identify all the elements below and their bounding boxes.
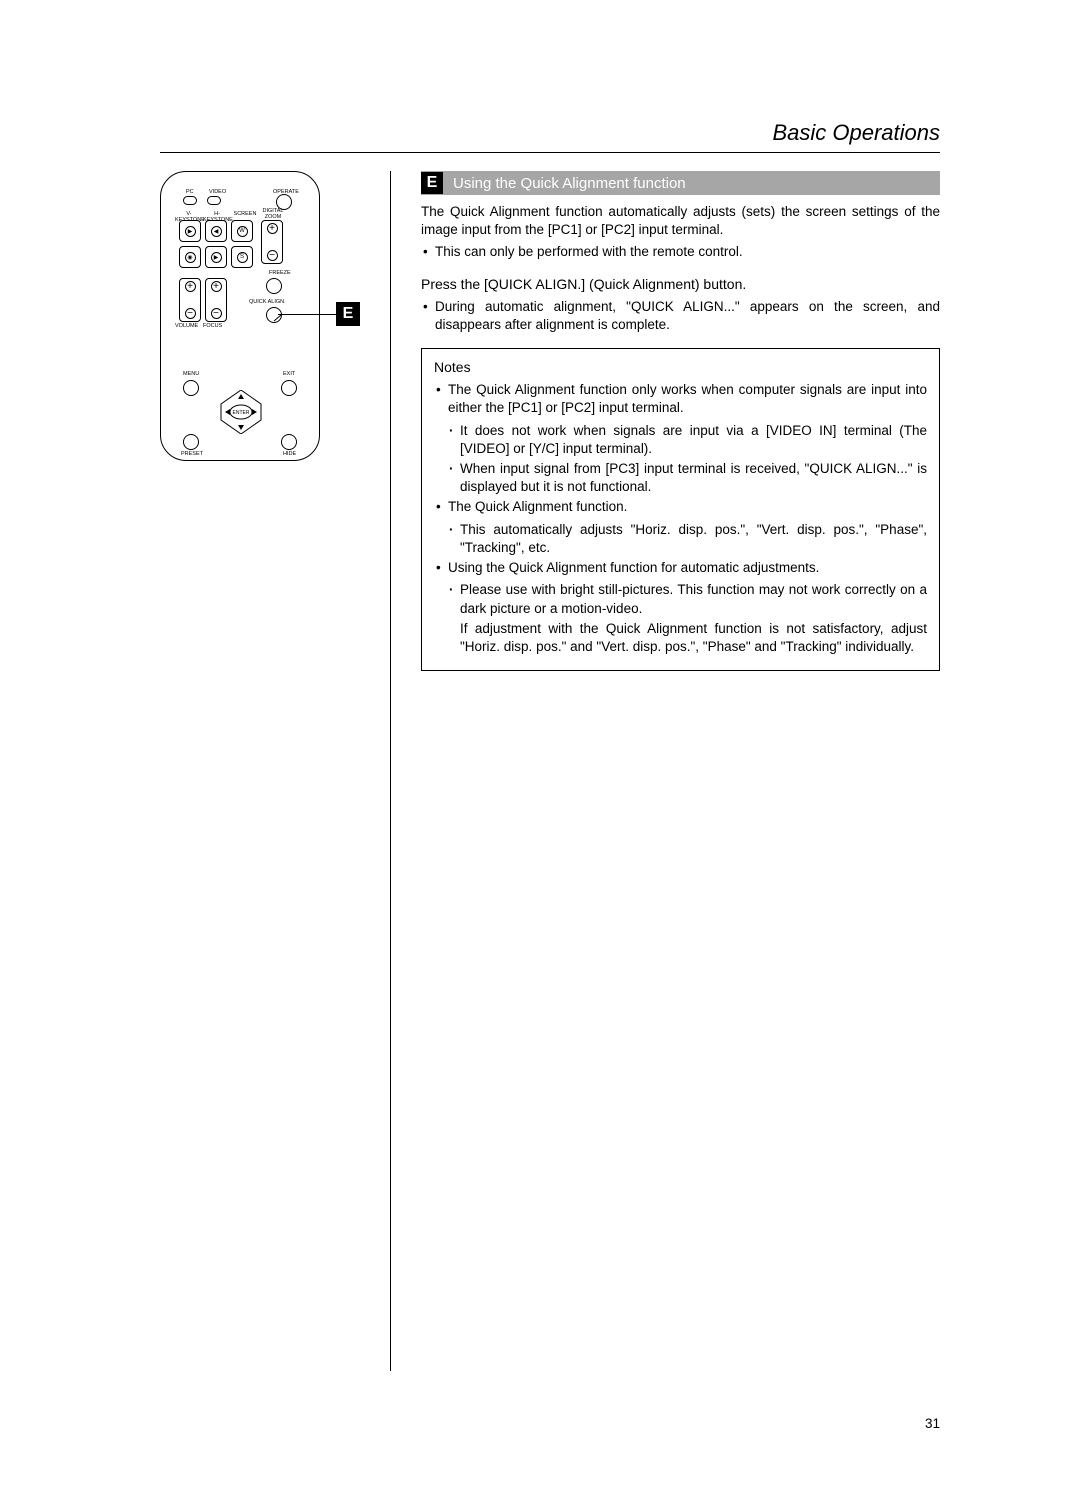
label-freeze: FREEZE (269, 271, 291, 277)
content-row: PC VIDEO OPERATE V-KEYSTONE H-KEYSTONE S… (160, 171, 940, 1371)
label-digitalzoom: DIGITAL ZOOM (261, 209, 285, 220)
note-1: The Quick Alignment function only works … (434, 381, 927, 417)
btn-volume: + − (179, 278, 201, 322)
btn-focus: + − (205, 278, 227, 322)
notes-box: Notes The Quick Alignment function only … (421, 348, 940, 671)
btn-preset (183, 434, 199, 450)
btn-hide (281, 434, 297, 450)
dpad: ENTER (211, 390, 271, 434)
section-bar: E Using the Quick Alignment function (421, 171, 940, 195)
callout-box: E (336, 302, 360, 326)
section-title: Using the Quick Alignment function (453, 175, 686, 192)
btn-pc (183, 196, 197, 205)
section-letter: E (427, 174, 438, 192)
note-1b: When input signal from [PC3] input termi… (434, 460, 927, 496)
label-exit: EXIT (283, 372, 295, 378)
step-bullet: During automatic alignment, "QUICK ALIGN… (421, 298, 940, 334)
btn-video (207, 196, 221, 205)
callout-letter: E (343, 305, 354, 323)
note-2: The Quick Alignment function. (434, 498, 927, 516)
btn-quick-align (266, 307, 282, 323)
btn-digitalzoom: + − (261, 220, 283, 264)
btn-hkeystone: ◀ (205, 220, 227, 242)
note-1a: It does not work when signals are input … (434, 422, 927, 458)
btn-freeze (266, 278, 282, 294)
header-rule (160, 152, 940, 153)
label-enter: ENTER (233, 410, 250, 416)
label-menu: MENU (183, 372, 199, 378)
notes-title: Notes (434, 359, 927, 375)
label-preset: PRESET (181, 452, 203, 458)
note-3a: Please use with bright still-pictures. T… (434, 581, 927, 617)
page-header-title: Basic Operations (160, 120, 940, 146)
note-2a: This automatically adjusts "Horiz. disp.… (434, 521, 927, 557)
btn-row3b: ▶ (205, 246, 227, 268)
remote-column: PC VIDEO OPERATE V-KEYSTONE H-KEYSTONE S… (160, 171, 360, 1371)
label-quickalign: QUICK ALIGN. (249, 300, 286, 306)
text-column: E Using the Quick Alignment function The… (390, 171, 940, 1371)
section-letter-box: E (421, 172, 443, 194)
label-pc: PC (186, 190, 194, 196)
btn-screen-s: S (231, 246, 253, 268)
page-number: 31 (925, 1416, 940, 1431)
btn-exit (281, 380, 297, 396)
callout-line (278, 314, 336, 315)
label-focus: FOCUS (203, 324, 222, 330)
step-title: Press the [QUICK ALIGN.] (Quick Alignmen… (421, 276, 940, 292)
page: Basic Operations PC VIDEO OPERATE V-KEYS… (0, 0, 1080, 1485)
label-screen: SCREEN (233, 212, 257, 218)
label-s: S (240, 254, 244, 260)
intro-paragraph: The Quick Alignment function automatical… (421, 203, 940, 239)
label-hide: HIDE (283, 452, 296, 458)
btn-vkeystone: ▶ (179, 220, 201, 242)
btn-menu (183, 380, 199, 396)
btn-screen-w: W (231, 220, 253, 242)
btn-row3a: ◉ (179, 246, 201, 268)
label-volume: VOLUME (175, 324, 198, 330)
remote-control: PC VIDEO OPERATE V-KEYSTONE H-KEYSTONE S… (160, 171, 320, 461)
note-3: Using the Quick Alignment function for a… (434, 559, 927, 577)
note-3b: If adjustment with the Quick Alignment f… (434, 620, 927, 656)
label-video: VIDEO (209, 190, 226, 196)
intro-bullet: This can only be performed with the remo… (421, 243, 940, 261)
label-w: W (239, 228, 245, 234)
